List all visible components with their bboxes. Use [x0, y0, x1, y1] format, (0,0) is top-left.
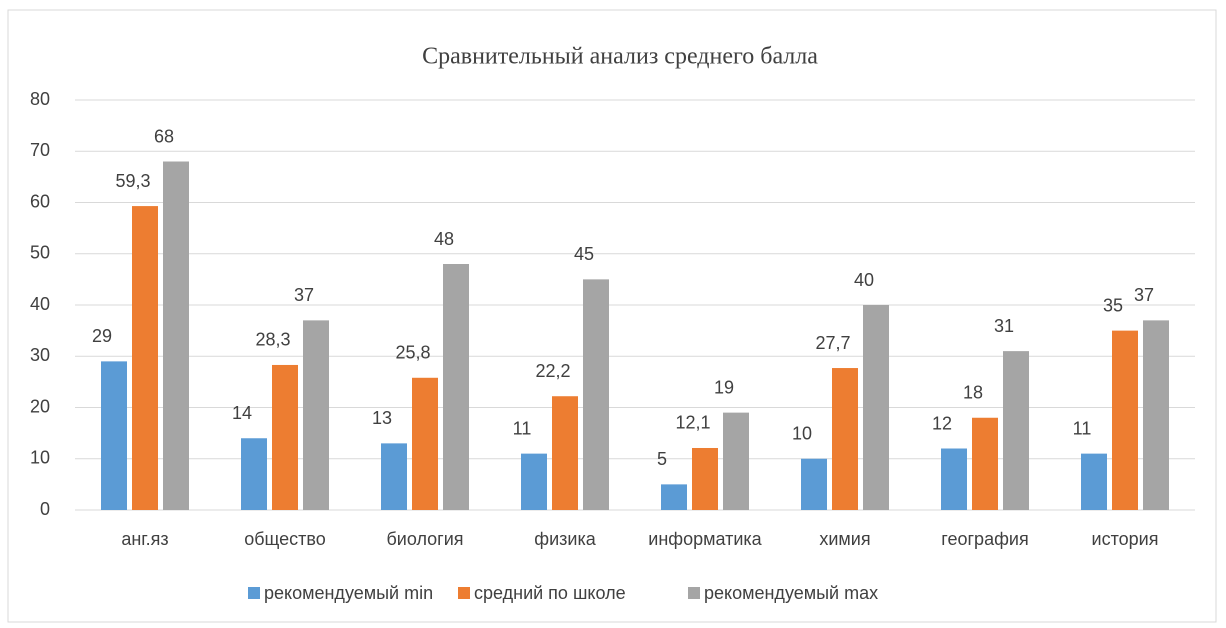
x-tick-label: информатика: [648, 529, 762, 549]
bar: [692, 447, 718, 510]
data-label: 19: [714, 377, 734, 397]
data-label: 68: [154, 126, 174, 146]
data-label: 25,8: [395, 343, 430, 363]
data-label: 12: [932, 413, 952, 433]
y-tick-label: 50: [30, 243, 50, 263]
data-label: 45: [574, 244, 594, 264]
bar: [521, 453, 547, 510]
y-tick-label: 20: [30, 396, 50, 416]
bar: [381, 443, 407, 510]
bar: [801, 458, 827, 510]
x-tick-label: физика: [534, 529, 596, 549]
data-label: 18: [963, 383, 983, 403]
bar: [832, 368, 858, 510]
data-label: 13: [372, 408, 392, 428]
data-label: 28,3: [255, 330, 290, 350]
bar: [863, 305, 889, 510]
legend-swatch: [458, 587, 470, 599]
x-tick-label: химия: [819, 529, 870, 549]
x-tick-label: история: [1092, 529, 1159, 549]
x-tick-label: анг.яз: [121, 529, 168, 549]
bar: [972, 417, 998, 510]
legend-swatch: [688, 587, 700, 599]
bar: [1081, 453, 1107, 510]
x-tick-label: география: [941, 529, 1028, 549]
y-tick-label: 40: [30, 294, 50, 314]
bar: [272, 364, 298, 510]
bar: [723, 412, 749, 510]
bar: [552, 396, 578, 510]
bar: [132, 206, 158, 510]
data-label: 37: [1134, 285, 1154, 305]
legend-label: рекомендуемый max: [704, 583, 878, 603]
chart-border: [7, 9, 1217, 623]
data-label: 29: [92, 326, 112, 346]
data-label: 10: [792, 424, 812, 444]
bar: [303, 320, 329, 510]
bar: [412, 377, 438, 510]
bar: [443, 264, 469, 510]
bar: [941, 448, 967, 510]
data-label: 48: [434, 229, 454, 249]
y-tick-label: 10: [30, 448, 50, 468]
bar: [1003, 351, 1029, 510]
legend-swatch: [248, 587, 260, 599]
legend-label: рекомендуемый min: [264, 583, 433, 603]
data-label: 5: [657, 449, 667, 469]
data-label: 59,3: [115, 171, 150, 191]
data-label: 35: [1103, 295, 1123, 315]
bar: [583, 279, 609, 510]
y-tick-label: 30: [30, 345, 50, 365]
bar: [163, 161, 189, 510]
chart-title: Сравнительный анализ среднего балла: [422, 44, 818, 70]
data-label: 12,1: [675, 413, 710, 433]
data-label: 40: [854, 270, 874, 290]
data-label: 31: [994, 316, 1014, 336]
y-tick-label: 80: [30, 89, 50, 109]
y-tick-label: 60: [30, 191, 50, 211]
bar: [241, 438, 267, 510]
bar: [101, 361, 127, 510]
data-label: 11: [1073, 418, 1092, 438]
data-label: 22,2: [535, 361, 570, 381]
legend-label: средний по школе: [474, 583, 626, 603]
y-tick-label: 70: [30, 140, 50, 160]
bar: [1143, 320, 1169, 510]
data-label: 27,7: [815, 333, 850, 353]
data-label: 11: [513, 418, 532, 438]
y-tick-label: 0: [40, 499, 50, 519]
x-tick-label: общество: [244, 529, 326, 549]
data-label: 14: [232, 403, 252, 423]
bar: [661, 484, 687, 510]
bar: [1112, 330, 1138, 510]
x-tick-label: биология: [386, 529, 463, 549]
data-label: 37: [294, 285, 314, 305]
